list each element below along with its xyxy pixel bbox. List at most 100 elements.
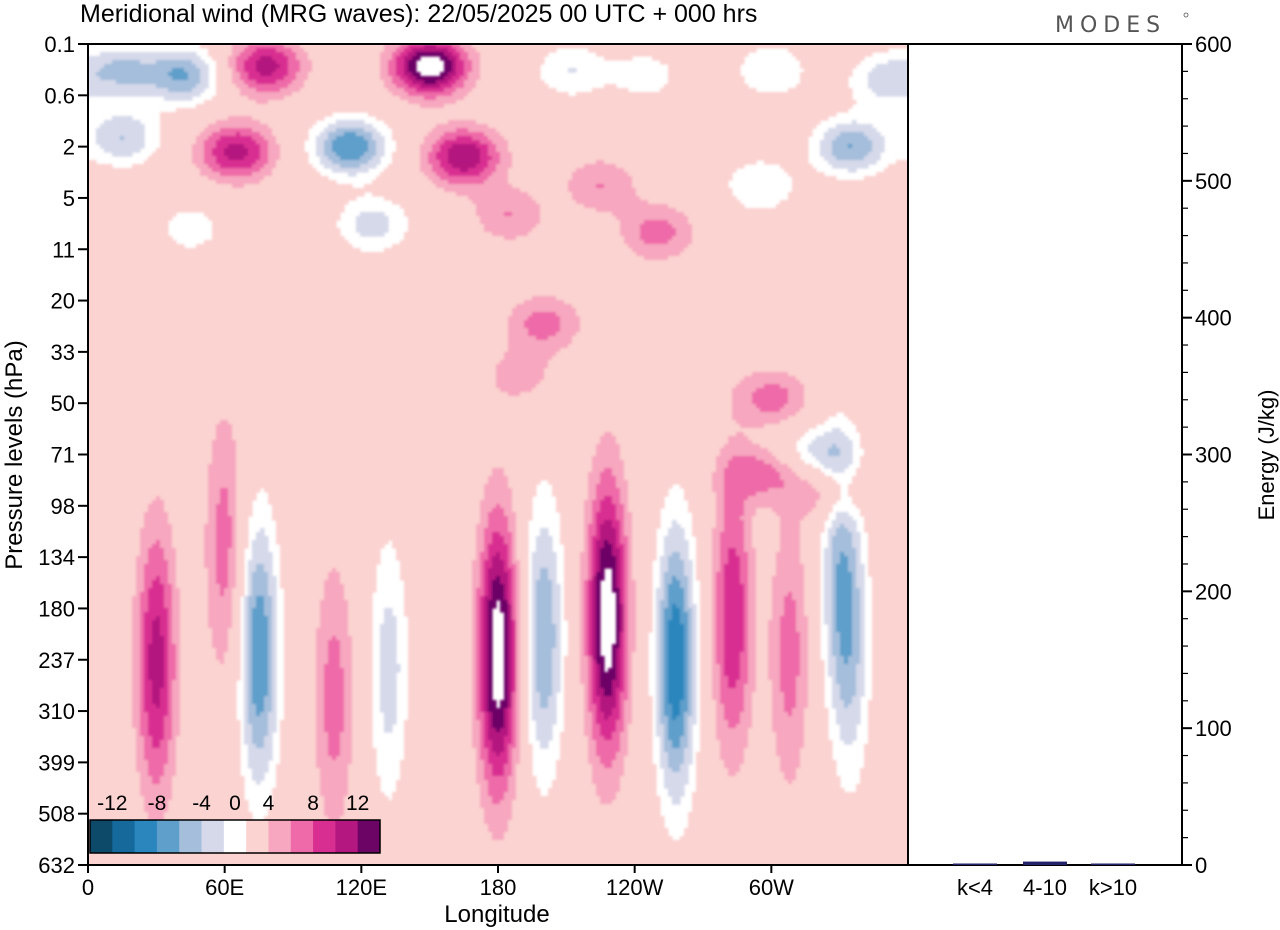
heatmap-cell — [88, 312, 513, 317]
heatmap-cell — [264, 604, 273, 609]
heatmap-cell — [600, 436, 617, 441]
heatmap-cell — [520, 568, 529, 573]
heatmap-cell — [484, 808, 513, 813]
heatmap-cell — [556, 768, 593, 773]
heatmap-cell — [568, 636, 581, 641]
heatmap-cell — [208, 600, 233, 605]
heatmap-cell — [380, 68, 389, 73]
heatmap-cell — [556, 296, 908, 301]
heatmap-cell — [140, 640, 145, 645]
heatmap-cell — [748, 664, 757, 669]
heatmap-cell — [112, 116, 133, 121]
heatmap-cell — [168, 656, 177, 661]
heatmap-cell — [500, 700, 509, 705]
heatmap-cell — [692, 232, 908, 237]
heatmap-cell — [516, 624, 521, 629]
heatmap-cell — [720, 680, 729, 685]
heatmap-cell — [608, 716, 621, 721]
heatmap-cell — [228, 504, 237, 509]
heatmap-cell — [276, 776, 321, 781]
heatmap-cell — [144, 580, 153, 585]
heatmap-cell — [196, 164, 209, 169]
heatmap-cell — [160, 140, 197, 145]
heatmap-cell — [700, 744, 721, 749]
heatmap-cell — [88, 68, 101, 73]
heatmap-cell — [744, 596, 749, 601]
heatmap-cell — [724, 496, 749, 501]
heatmap-cell — [320, 792, 349, 797]
heatmap-cell — [88, 468, 209, 473]
heatmap-cell — [616, 528, 621, 533]
heatmap-cell — [380, 668, 401, 673]
heatmap-cell — [844, 412, 908, 417]
heatmap-cell — [668, 672, 685, 677]
heatmap-cell — [252, 116, 325, 121]
heatmap-cell — [388, 124, 437, 129]
heatmap-cell — [840, 696, 853, 701]
heatmap-cell — [808, 644, 821, 649]
heatmap-cell — [368, 160, 381, 165]
heatmap-cell — [688, 708, 693, 713]
heatmap-cell — [780, 200, 908, 205]
heatmap-cell — [616, 536, 621, 541]
heatmap-cell — [776, 572, 805, 577]
heatmap-cell — [688, 592, 693, 597]
heatmap-cell — [864, 760, 908, 765]
heatmap-cell — [732, 400, 753, 405]
heatmap-cell — [768, 624, 781, 629]
heatmap-cell — [252, 580, 269, 585]
heatmap-cell — [272, 660, 277, 665]
heatmap-cell — [624, 668, 629, 673]
heatmap-cell — [216, 512, 229, 517]
heatmap-cell — [660, 716, 669, 721]
heatmap-cell — [244, 644, 249, 649]
heatmap-cell — [168, 644, 177, 649]
heatmap-cell — [504, 564, 509, 569]
heatmap-cell — [724, 672, 741, 677]
heatmap-cell — [592, 540, 597, 545]
heatmap-cell — [688, 244, 908, 249]
heatmap-cell — [272, 632, 277, 637]
heatmap-cell — [596, 712, 605, 717]
heatmap-cell — [268, 144, 281, 149]
heatmap-cell — [536, 680, 553, 685]
heatmap-cell — [256, 780, 261, 785]
heatmap-cell — [140, 688, 145, 693]
heatmap-cell — [204, 128, 221, 133]
heatmap-cell — [580, 556, 589, 561]
heatmap-cell — [552, 612, 561, 617]
heatmap-cell — [592, 520, 597, 525]
heatmap-cell — [476, 780, 489, 785]
heatmap-cell — [508, 652, 513, 657]
heatmap-cell — [872, 612, 908, 617]
heatmap-cell — [500, 728, 509, 733]
heatmap-cell — [488, 640, 493, 645]
heatmap-cell — [820, 492, 841, 497]
heatmap-cell — [756, 652, 769, 657]
heatmap-cell — [488, 712, 493, 717]
heatmap-cell — [320, 156, 329, 161]
heatmap-cell — [808, 664, 825, 669]
heatmap-cell — [588, 560, 593, 565]
heatmap-cell — [216, 504, 229, 509]
heatmap-cell — [488, 552, 497, 557]
heatmap-cell — [148, 556, 165, 561]
heatmap-cell — [756, 580, 773, 585]
heatmap-cell — [732, 408, 761, 413]
heatmap-cell — [620, 648, 625, 653]
heatmap-cell — [140, 608, 149, 613]
heatmap-cell — [432, 164, 441, 169]
heatmap-cell — [476, 664, 481, 669]
heatmap-cell — [328, 136, 337, 141]
heatmap-cell — [248, 560, 273, 565]
heatmap-cell — [180, 616, 209, 621]
heatmap-cell — [588, 652, 593, 657]
heatmap-cell — [600, 760, 613, 765]
heatmap-cell — [664, 780, 689, 785]
heatmap-cell — [868, 136, 885, 141]
heatmap-cell — [236, 504, 253, 509]
heatmap-cell — [480, 556, 489, 561]
heatmap-cell — [536, 592, 553, 597]
heatmap-cell — [628, 628, 637, 633]
heatmap-cell — [716, 640, 725, 645]
